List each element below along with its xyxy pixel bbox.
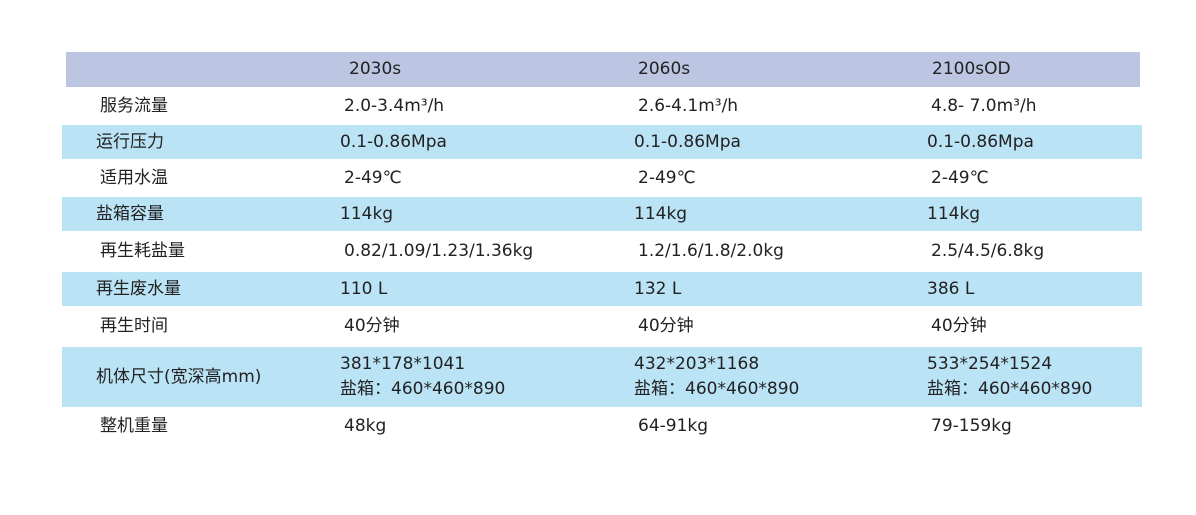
row-value: 432*203*1168 盐箱：460*460*890: [634, 352, 799, 402]
row-value: 114kg: [340, 203, 394, 224]
row-value: 132 L: [634, 278, 682, 299]
row-value: 0.1-0.86Mpa: [927, 131, 1034, 152]
salt-tank-line: 盐箱：460*460*890: [634, 379, 800, 399]
row-label: 适用水温: [100, 167, 168, 188]
row-value: 2.6-4.1m³/h: [638, 95, 739, 116]
row-label: 机体尺寸(宽深高mm): [96, 366, 262, 387]
row-label: 再生耗盐量: [100, 241, 185, 261]
header-cell-2060s: 2060s: [638, 59, 691, 79]
row-value: 533*254*1524 盐箱：460*460*890: [927, 352, 1092, 402]
table-row: 服务流量 2.0-3.4m³/h 2.6-4.1m³/h 4.8- 7.0m³/…: [66, 87, 1140, 125]
row-label: 运行压力: [96, 131, 164, 152]
row-label: 服务流量: [100, 95, 168, 116]
row-value: 110 L: [340, 278, 388, 299]
row-value: 114kg: [927, 203, 981, 224]
row-value: 40分钟: [931, 316, 987, 336]
row-value: 0.1-0.86Mpa: [340, 131, 447, 152]
row-label: 整机重量: [100, 415, 168, 436]
dimension-line: 432*203*1168: [634, 354, 760, 374]
row-value: 2.0-3.4m³/h: [344, 95, 445, 116]
salt-tank-line: 盐箱：460*460*890: [927, 379, 1093, 399]
row-value: 4.8- 7.0m³/h: [931, 95, 1037, 116]
row-value: 2-49℃: [344, 167, 402, 188]
salt-tank-line: 盐箱：460*460*890: [340, 379, 506, 399]
spec-table: 2030s 2060s 2100sOD 服务流量 2.0-3.4m³/h 2.6…: [62, 52, 1142, 445]
row-value: 114kg: [634, 203, 688, 224]
row-value: 2.5/4.5/6.8kg: [931, 241, 1045, 261]
row-value: 79-159kg: [931, 415, 1012, 436]
table-row: 机体尺寸(宽深高mm) 381*178*1041 盐箱：460*460*890 …: [62, 347, 1142, 407]
table-row: 再生废水量 110 L 132 L 386 L: [62, 272, 1142, 306]
header-cell-2030s: 2030s: [349, 59, 402, 79]
row-value: 40分钟: [638, 316, 694, 336]
table-row: 运行压力 0.1-0.86Mpa 0.1-0.86Mpa 0.1-0.86Mpa: [62, 125, 1142, 159]
row-label: 再生时间: [100, 316, 168, 336]
row-value: 40分钟: [344, 316, 400, 336]
header-cell-2100sod: 2100sOD: [932, 59, 1011, 79]
table-row: 盐箱容量 114kg 114kg 114kg: [62, 197, 1142, 231]
row-value: 2-49℃: [931, 167, 989, 188]
dimension-line: 381*178*1041: [340, 354, 466, 374]
row-label: 再生废水量: [96, 278, 181, 299]
row-value: 1.2/1.6/1.8/2.0kg: [638, 241, 784, 261]
table-row: 适用水温 2-49℃ 2-49℃ 2-49℃: [66, 159, 1140, 197]
dimension-line: 533*254*1524: [927, 354, 1053, 374]
table-header-row: 2030s 2060s 2100sOD: [66, 52, 1140, 87]
table-row: 再生时间 40分钟 40分钟 40分钟: [66, 306, 1140, 347]
row-value: 0.1-0.86Mpa: [634, 131, 741, 152]
row-value: 48kg: [344, 415, 387, 436]
table-row: 整机重量 48kg 64-91kg 79-159kg: [66, 407, 1140, 445]
row-label: 盐箱容量: [96, 203, 164, 224]
row-value: 386 L: [927, 278, 975, 299]
row-value: 64-91kg: [638, 415, 709, 436]
row-value: 2-49℃: [638, 167, 696, 188]
table-row: 再生耗盐量 0.82/1.09/1.23/1.36kg 1.2/1.6/1.8/…: [66, 231, 1140, 272]
row-value: 0.82/1.09/1.23/1.36kg: [344, 241, 534, 261]
row-value: 381*178*1041 盐箱：460*460*890: [340, 352, 505, 402]
